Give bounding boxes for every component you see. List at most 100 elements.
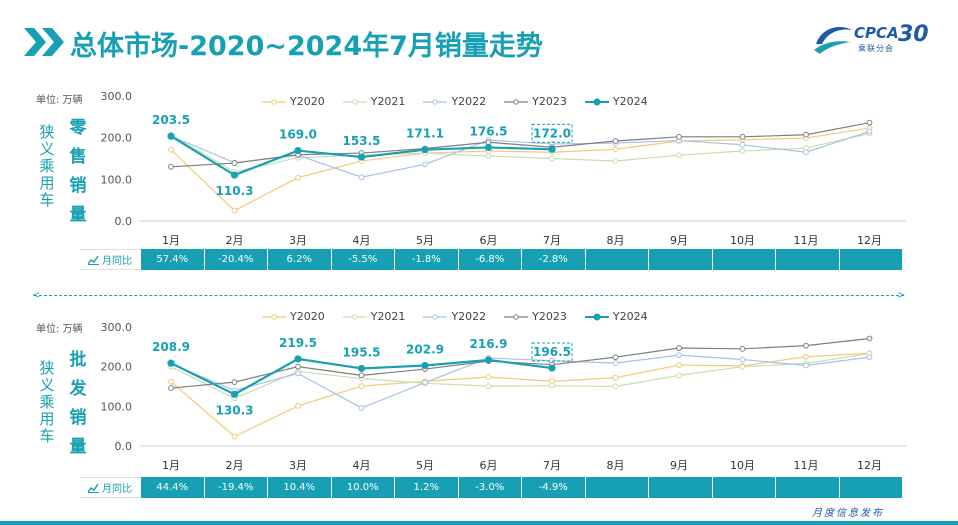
top-legend-label: Y2023 [532,95,567,108]
top-point-Y2024 [548,145,556,153]
top-yoy-cell: 6.2% [267,249,331,270]
bottom-point-Y2020 [803,353,809,360]
top-legend-item: Y2022 [423,95,486,108]
top-point-Y2023 [739,133,746,140]
bottom-xtick-label: 5月 [416,459,434,472]
bottom-series-Y2021 [170,352,870,400]
double-chevron-icon [24,28,64,56]
bottom-point-Y2020 [231,433,238,440]
bottom-point-Y2022 [612,360,619,366]
bottom-point-Y2023 [866,335,873,342]
top-point-Y2024 [357,153,366,161]
bottom-point-Y2020 [485,374,492,380]
legend-swatch-icon [584,98,609,105]
top-point-Y2021 [549,155,555,162]
bottom-yoy-cell [775,477,839,498]
bottom-unit-label: 单位: 万辆 [36,324,83,335]
top-point-Y2020 [295,174,301,181]
bottom-point-Y2023 [295,363,301,370]
bottom-yoy-cell: -3.0% [457,477,521,498]
top-yoy-cell: 57.4% [140,249,204,270]
bottom-legend-label: Y2020 [290,310,325,323]
bottom-xtick-label: 8月 [607,459,625,472]
top-point-Y2023 [231,160,238,166]
top-legend-item: Y2021 [342,95,405,108]
top-point-Y2021 [485,153,492,159]
top-data-label: 172.0 [533,126,571,140]
trend-chart-icon [88,255,99,265]
legend-swatch-icon [342,98,367,105]
bottom-data-label: 202.9 [406,343,444,357]
top-point-Y2023 [803,131,809,138]
legend-swatch-icon [342,313,367,320]
top-point-Y2022 [358,174,365,181]
legend-swatch-icon [423,98,448,105]
bottom-yoy-cell: 44.4% [140,477,204,498]
top-yoy-cell: -20.4% [203,249,267,270]
top-data-label: 171.1 [406,127,444,141]
top-yoy-header: 月同比 [80,249,140,270]
bottom-point-Y2022 [676,352,682,359]
bottom-point-Y2020 [168,378,174,385]
bottom-series-Y2022 [170,354,870,409]
top-side-label: 狭义乘用车 [39,123,55,209]
legend-swatch-icon [584,313,609,320]
top-point-Y2021 [612,158,619,164]
top-yoy-cell [838,249,902,270]
bottom-point-Y2022 [295,370,301,377]
bottom-point-Y2022 [803,362,809,369]
top-yoy-row: 月同比 57.4% -20.4% 6.2% -5.5% -1.8% -6.8% -2.8% [80,249,902,270]
top-xtick-label: 3月 [289,234,307,247]
bottom-series-Y2023 [170,337,870,389]
footer-bar [0,521,958,525]
bottom-legend-label: Y2023 [532,310,567,323]
bottom-data-label: 208.9 [152,340,190,354]
bottom-point-Y2023 [803,342,809,349]
bottom-point-Y2024 [548,364,556,372]
top-legend-label: Y2020 [290,95,325,108]
logo-text: CPCA [854,24,899,42]
bottom-yoy-cell: 10.0% [330,477,394,498]
cpca-logo: CPCA 乘联分会 30 [812,18,952,58]
top-xtick-label: 12月 [857,234,882,247]
bottom-xtick-label: 12月 [857,459,882,472]
logo-swoosh-icon [814,26,852,54]
bottom-yoy-cell: 1.2% [394,477,458,498]
top-xtick-label: 5月 [416,234,434,247]
logo-subtext: 乘联分会 [858,44,894,53]
bottom-point-Y2023 [231,379,238,386]
top-point-Y2022 [422,161,428,168]
bottom-xtick-label: 7月 [543,459,561,472]
bottom-ytick-label: 0.0 [115,440,133,453]
bottom-legend-label: Y2024 [612,310,648,323]
top-yoy-cell [584,249,648,270]
top-point-Y2023 [168,163,174,170]
legend-swatch-icon [262,313,286,320]
top-point-Y2021 [676,152,682,159]
bottom-point-Y2023 [612,354,619,361]
bottom-data-label: 216.9 [470,337,508,351]
top-data-label: 169.0 [279,128,317,142]
top-xtick-label: 11月 [794,234,819,247]
footer-text: 月度信息发布 [812,508,884,519]
top-point-Y2024 [294,146,302,155]
top-yoy-cell: -5.5% [330,249,394,270]
bottom-yoy-cell [648,477,712,498]
legend-swatch-icon [504,98,529,105]
page-title: 总体市场-2020~2024年7月销量走势 [70,31,543,62]
top-line-chart: 0.0 100.0 200.0 300.0 1月 2月 3月 4月 5月 6月 7月 8月 9月 10月 1… [101,90,906,247]
bottom-point-Y2021 [549,382,555,389]
bottom-point-Y2024 [421,361,429,370]
bottom-yoy-cell [838,477,902,498]
top-xtick-label: 2月 [226,234,244,247]
top-data-label: 153.5 [343,134,381,148]
bottom-xtick-label: 2月 [226,459,244,472]
bottom-point-Y2023 [168,385,174,391]
top-point-Y2020 [612,146,619,153]
top-xtick-label: 4月 [353,234,371,247]
bottom-chart-name: 批发销量 [69,350,87,457]
bottom-data-label: 219.5 [279,336,317,350]
top-point-Y2022 [739,141,746,148]
top-ytick-label: 0.0 [115,215,133,228]
top-legend-item: Y2024 [584,95,648,108]
